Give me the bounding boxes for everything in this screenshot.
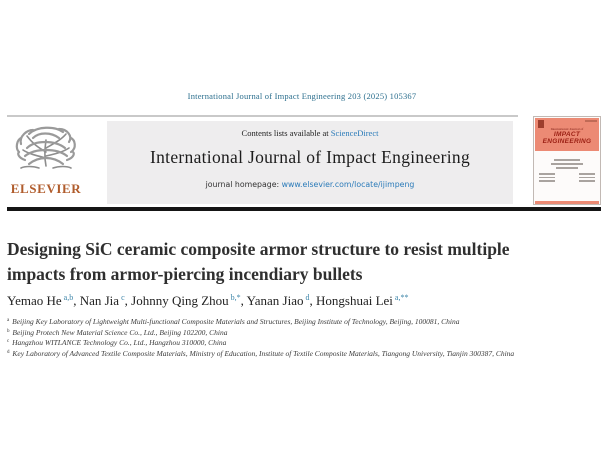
author: Hongshuai Lei a,**: [316, 293, 409, 308]
cover-text-smudge: [554, 159, 580, 161]
homepage-prefix: journal homepage:: [205, 180, 282, 189]
author-affiliation-sup: c: [119, 293, 125, 302]
cover-title-band: International Journal of IMPACT ENGINEER…: [535, 118, 599, 151]
affiliation-row: b Beijing Protech New Material Science C…: [7, 327, 228, 337]
banner-journal-title: International Journal of Impact Engineer…: [149, 147, 470, 167]
author: Yemao He a,b: [7, 293, 74, 308]
affiliation-row: c Hangzhou WITLANCE Technology Co., Ltd.…: [7, 338, 227, 348]
cover-middle-panel: [535, 159, 599, 201]
author-affiliation-sup: a,**: [392, 293, 409, 302]
author: Yanan Jiao d: [246, 293, 310, 308]
elsevier-wordmark: ELSEVIER: [10, 181, 82, 196]
author-affiliation-sup: a,b: [61, 293, 74, 302]
cover-title-line2: ENGINEERING: [542, 138, 592, 145]
sciencedirect-link[interactable]: ScienceDirect: [330, 128, 379, 138]
affiliation-list: a Beijing Key Laboratory of Lightweight …: [7, 317, 601, 360]
citation-line: International Journal of Impact Engineer…: [187, 91, 417, 101]
cover-text-smudge: [556, 167, 578, 169]
cover-editor-column-left: [539, 173, 555, 184]
cover-issue-text: [585, 120, 597, 122]
journal-cover-thumbnail: International Journal of IMPACT ENGINEER…: [533, 116, 601, 205]
author-affiliation-sup: d: [303, 293, 310, 302]
header-top-rule: [7, 115, 518, 117]
cover-editor-column-right: [579, 173, 595, 184]
journal-banner: Contents lists available at ScienceDirec…: [107, 121, 513, 204]
header-bottom-bar: [7, 207, 601, 211]
contents-line: Contents lists available at ScienceDirec…: [107, 128, 513, 138]
cover-text-smudge: [551, 163, 583, 165]
affiliation-row: a Beijing Key Laboratory of Lightweight …: [7, 317, 460, 326]
contents-prefix: Contents lists available at: [241, 128, 331, 138]
cover-bottom-band: [535, 201, 599, 205]
cover-title-line1: IMPACT: [553, 131, 581, 138]
homepage-link[interactable]: www.elsevier.com/locate/ijimpeng: [281, 180, 415, 189]
elsevier-logo: ELSEVIER: [7, 122, 85, 204]
author-affiliation-sup: b,*: [228, 293, 241, 302]
author-list: Yemao He a,b, Nan Jia c, Johnny Qing Zho…: [7, 293, 409, 308]
affiliation-row: d Key Laboratory of Advanced Textile Com…: [7, 349, 515, 359]
article-title: Designing SiC ceramic composite armor st…: [7, 239, 510, 284]
elsevier-tree-icon: [15, 126, 76, 169]
cover-bottom-smudge: [556, 204, 578, 205]
author: Johnny Qing Zhou b,*: [131, 293, 241, 308]
homepage-line: journal homepage: www.elsevier.com/locat…: [107, 180, 513, 189]
cover-title-small: International Journal of: [550, 127, 584, 131]
cover-publisher-logo: [538, 120, 544, 128]
author: Nan Jia c: [79, 293, 125, 308]
